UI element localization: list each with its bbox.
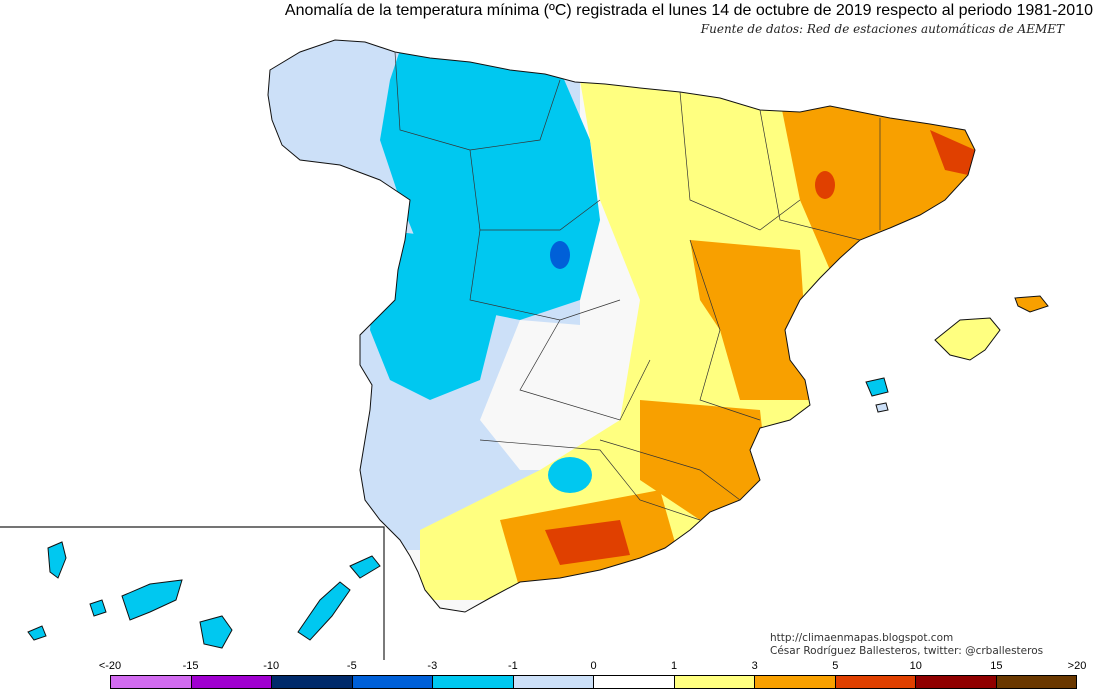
legend-label: 0 xyxy=(590,660,597,672)
zone-valencia-orange xyxy=(690,240,810,400)
color-scale-swatch xyxy=(352,676,433,688)
legend-label: <-20 xyxy=(98,660,122,672)
zone-south-red xyxy=(545,520,630,565)
color-scale-swatch xyxy=(433,676,514,688)
balearic-islands xyxy=(865,295,1049,413)
legend-label: -3 xyxy=(427,660,438,672)
legend-label: -5 xyxy=(346,660,357,672)
color-scale-swatch xyxy=(835,676,916,688)
color-scale-swatch xyxy=(996,676,1076,688)
island-menorca xyxy=(1014,295,1049,313)
zone-southeast-orange xyxy=(640,400,770,520)
island-formentera xyxy=(875,402,889,413)
legend-label: 15 xyxy=(990,660,1003,672)
author-credit: César Rodríguez Ballesteros, twitter: @c… xyxy=(770,645,1044,657)
legend-label: >20 xyxy=(1067,660,1087,672)
zone-andalucia-blue-spot xyxy=(548,457,592,493)
legend-label: -1 xyxy=(508,660,518,672)
legend-label: 1 xyxy=(671,660,678,672)
map-title: Anomalía de la temperatura mínima (ºC) r… xyxy=(284,2,1093,19)
legend-label: 5 xyxy=(832,660,839,672)
island-fuerteventura xyxy=(297,581,351,641)
island-la-gomera xyxy=(89,599,107,617)
canary-islands-inset xyxy=(0,526,385,660)
region-borders xyxy=(394,51,881,521)
inset-frame xyxy=(0,526,385,660)
color-scale-swatch xyxy=(111,676,192,688)
legend-label: -10 xyxy=(263,660,280,672)
color-scale-bar xyxy=(110,675,1077,689)
zone-west-blue xyxy=(370,230,500,400)
island-tenerife xyxy=(121,579,183,621)
legend-label: -15 xyxy=(182,660,199,672)
island-la-palma xyxy=(47,541,67,579)
island-el-hierro xyxy=(27,625,47,641)
island-ibiza xyxy=(865,377,889,397)
legend-label: 3 xyxy=(751,660,758,672)
color-scale-swatch xyxy=(594,676,675,688)
island-gran-canaria xyxy=(199,615,233,649)
color-scale-swatch xyxy=(191,676,272,688)
color-scale-swatch xyxy=(916,676,997,688)
color-scale-swatch xyxy=(513,676,594,688)
zone-catalonia-red xyxy=(930,130,975,175)
data-source-note: Fuente de datos: Red de estaciones autom… xyxy=(700,22,1064,36)
color-scale-swatch xyxy=(272,676,353,688)
legend-label: 10 xyxy=(909,660,922,672)
island-mallorca xyxy=(934,317,1001,361)
spain-mainland xyxy=(267,39,976,613)
color-scale-swatch xyxy=(755,676,836,688)
blog-credit: http://climaenmapas.blogspot.com xyxy=(770,632,954,644)
island-lanzarote xyxy=(349,555,381,579)
zone-northeast-red-spot xyxy=(815,171,835,199)
legend-labels: <-20 -15 -10 -5 -3 -1 0 1 3 5 10 15 >20 xyxy=(0,660,1098,674)
zone-center-blue-spot xyxy=(550,241,570,269)
anomaly-map xyxy=(0,39,1049,660)
color-scale-swatch xyxy=(674,676,755,688)
